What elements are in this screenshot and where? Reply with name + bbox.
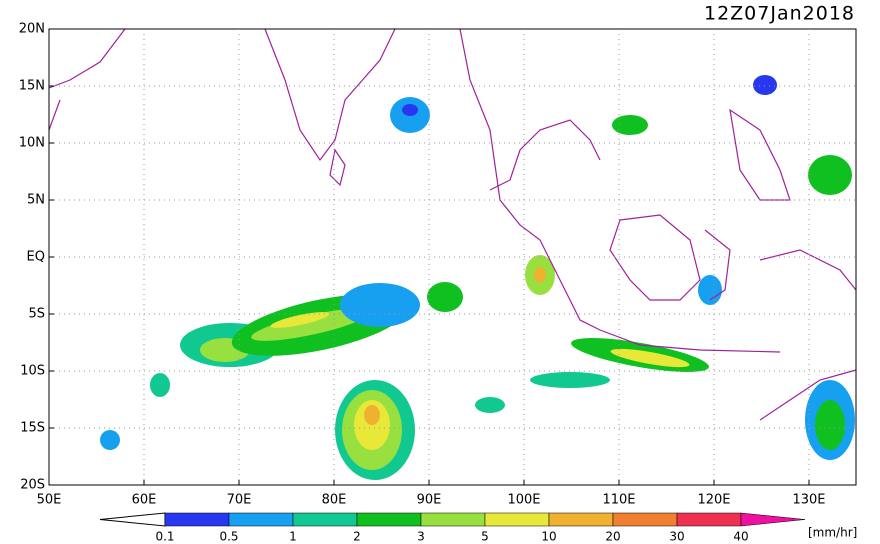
lon-label: 100E	[507, 493, 540, 508]
colorbar-swatch	[676, 512, 742, 527]
colorbar-label: 0.5	[219, 530, 238, 544]
colorbar-label: 30	[669, 530, 684, 544]
lon-label: 130E	[792, 493, 825, 508]
colorbar-swatch	[164, 512, 230, 527]
colorbar-label: 2	[353, 530, 361, 544]
lat-label: 5S	[28, 307, 45, 322]
colorbar-label: 5	[481, 530, 489, 544]
map-title: 12Z07Jan2018	[704, 3, 855, 25]
colorbar-arrow	[99, 512, 166, 527]
lon-label: 90E	[417, 493, 442, 508]
colorbar-swatch	[292, 512, 358, 527]
lat-label: 15S	[20, 421, 45, 436]
lat-label: 20N	[19, 22, 45, 37]
colorbar-swatch	[548, 512, 614, 527]
lat-label: 15N	[19, 79, 45, 94]
colorbar-swatch	[484, 512, 550, 527]
lon-label: 120E	[697, 493, 730, 508]
colorbar-unit: [mm/hr]	[808, 526, 857, 540]
lon-label: 70E	[227, 493, 252, 508]
colorbar-swatch	[420, 512, 486, 527]
coastlines	[48, 28, 857, 421]
lat-label: 5N	[27, 193, 45, 208]
lat-label: EQ	[27, 250, 45, 265]
precipitation-field	[100, 75, 855, 480]
lon-label: 80E	[322, 493, 347, 508]
colorbar-swatch	[356, 512, 422, 527]
lat-label: 20S	[20, 478, 45, 493]
lon-label: 110E	[602, 493, 635, 508]
colorbar-swatch	[612, 512, 678, 527]
lat-label: 10N	[19, 136, 45, 151]
colorbar-label: 40	[733, 530, 748, 544]
colorbar-arrow	[740, 512, 806, 527]
colorbar-label: 1	[289, 530, 297, 544]
lon-label: 60E	[132, 493, 157, 508]
colorbar-swatch	[228, 512, 294, 527]
colorbar-label: 0.1	[155, 530, 174, 544]
colorbar: 0.1 0.5 1 2 3 5 10 20 30 40	[99, 512, 806, 544]
lon-label: 50E	[37, 493, 62, 508]
lat-label: 10S	[20, 364, 45, 379]
colorbar-label: 10	[541, 530, 556, 544]
colorbar-label: 20	[605, 530, 620, 544]
colorbar-label: 3	[417, 530, 425, 544]
